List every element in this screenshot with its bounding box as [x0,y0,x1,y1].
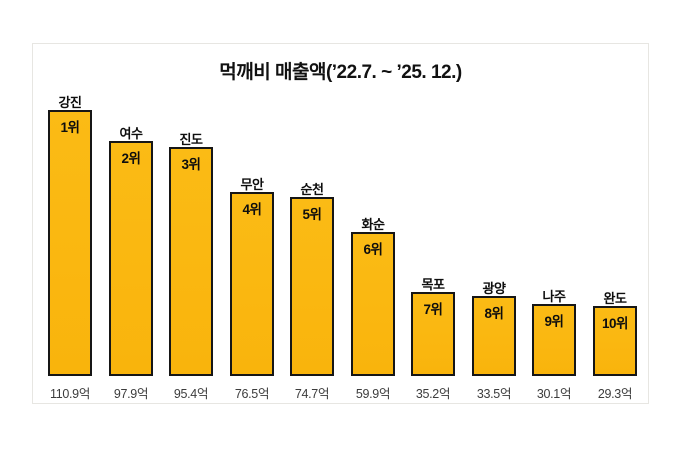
bar: 10위 [593,306,637,376]
bar: 6위 [351,232,395,376]
bar-category-label: 목포 [421,277,445,292]
bar-value-label: 30.1억 [536,387,572,401]
bar-chart: 강진 1위 110.9억 여수 2위 97.9억 진도 3위 95.4억 무안 4위 76.5억 순천 5… [33,44,648,403]
bar: 8위 [472,296,516,376]
bar-value-label: 95.4억 [173,387,209,401]
bar-category-label: 화순 [361,217,385,232]
bar-rank-label: 5위 [302,207,322,222]
bar: 1위 [48,110,92,376]
bar-category-label: 완도 [603,291,627,306]
bar-rank-label: 9위 [544,314,564,329]
bar-value-label: 97.9억 [113,387,149,401]
bar-category-label: 순천 [300,182,324,197]
bar-category-label: 강진 [58,95,82,110]
bar-category-label: 여수 [119,126,143,141]
bar-rank-label: 8위 [484,306,504,321]
bar-value-label: 74.7억 [294,387,330,401]
bar-category-label: 진도 [179,132,203,147]
bar: 4위 [230,192,274,376]
bar-value-label: 110.9억 [49,387,91,401]
bar-value-label: 76.5억 [234,387,270,401]
bar-category-label: 광양 [482,281,506,296]
bar-rank-label: 6위 [363,242,383,257]
chart-title: 먹깨비 매출액(’22.7. ~ ’25. 12.) [219,62,462,83]
bar-rank-label: 3위 [181,157,201,172]
bar: 7위 [411,292,455,376]
chart-panel: 먹깨비 매출액(’22.7. ~ ’25. 12.) 강진 1위 110.9억 여수 2… [32,43,649,404]
bar-value-label: 29.3억 [597,387,633,401]
bar-rank-label: 1위 [60,120,80,135]
bar-rank-label: 4위 [242,202,262,217]
bar-rank-label: 7위 [423,302,443,317]
bar-rank-label: 10위 [602,316,628,331]
bar-value-label: 35.2억 [415,387,451,401]
bar: 9위 [532,304,576,376]
bar-value-label: 33.5억 [476,387,512,401]
bar: 3위 [169,147,213,376]
bar-value-label: 59.9억 [355,387,391,401]
bar-category-label: 나주 [542,289,566,304]
bar: 5위 [290,197,334,376]
bar: 2위 [109,141,153,376]
bar-rank-label: 2위 [121,151,141,166]
bar-category-label: 무안 [240,177,264,192]
